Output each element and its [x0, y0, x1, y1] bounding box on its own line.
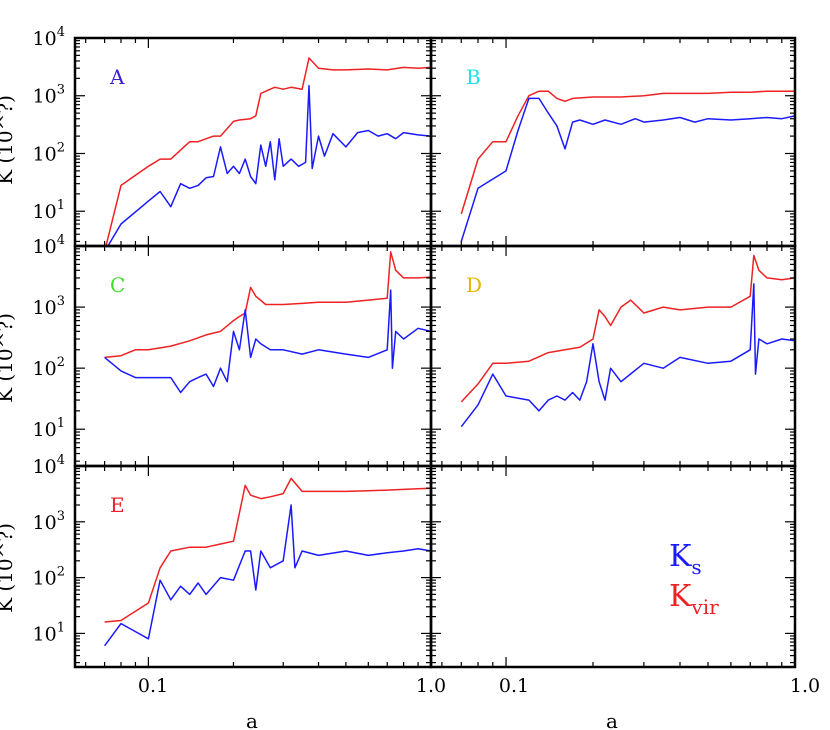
- y-tick-label-exp: 2: [57, 140, 65, 155]
- y-tick-label-exp: 3: [57, 509, 65, 524]
- y-tick-label-exp: 2: [57, 565, 65, 580]
- series-line-e-kvir: [104, 477, 431, 623]
- y-tick-label-a-1e4: 104: [33, 25, 65, 50]
- y-tick-label-e-1e1: 101: [33, 620, 65, 645]
- x-tick-label-left-1.0: 1.0: [416, 675, 446, 697]
- y-tick-label-exp: 1: [57, 416, 65, 431]
- y-tick-label-c-1e3: 103: [33, 294, 65, 319]
- series-line-d-kvir: [460, 254, 795, 403]
- panel-d: D: [429, 244, 797, 468]
- series-line-b-kvir: [460, 90, 795, 215]
- y-tick-label-base: 10: [33, 201, 57, 223]
- y-axis-title-row-0: K (10^?): [0, 95, 17, 185]
- x-axis-title-right: a: [606, 709, 618, 730]
- x-tick-label-left-0.1: 0.1: [138, 675, 168, 697]
- y-tick-label-exp: 2: [57, 355, 65, 370]
- y-tick-label-base: 10: [33, 419, 57, 441]
- x-axis-labels: 0.1 1.0 0.1 1.0 a a: [138, 675, 820, 730]
- y-tick-label-exp: 1: [57, 620, 65, 635]
- y-tick-label-base: 10: [33, 358, 57, 380]
- panel-b: B: [429, 36, 797, 248]
- y-tick-label-e-1e2: 102: [33, 565, 65, 590]
- y-tick-label-exp: 4: [57, 233, 65, 248]
- panel-empty: [429, 464, 797, 669]
- panel-frame-c: [73, 244, 433, 468]
- panel-label-a: A: [109, 65, 125, 89]
- legend-kvir-sub: vir: [690, 595, 719, 619]
- y-tick-label-base: 10: [33, 236, 57, 258]
- y-axis-title-row-1: K (10^?): [0, 313, 17, 403]
- y-tick-label-base: 10: [33, 143, 57, 165]
- panel-label-d: D: [466, 273, 482, 297]
- y-tick-label-base: 10: [33, 456, 57, 478]
- panel-frame-empty: [429, 464, 797, 669]
- y-tick-label-exp: 1: [57, 198, 65, 213]
- y-tick-label-c-1e2: 102: [33, 355, 65, 380]
- legend-kvir-base: K: [669, 579, 692, 614]
- y-tick-label-base: 10: [33, 623, 57, 645]
- x-tick-label-right-0.1: 0.1: [499, 675, 529, 697]
- y-tick-label-exp: 4: [57, 25, 65, 40]
- y-tick-label-c-1e1: 101: [33, 416, 65, 441]
- x-axis-title-left: a: [246, 709, 258, 730]
- y-tick-label-base: 10: [33, 568, 57, 590]
- panel-label-b: B: [466, 65, 481, 89]
- legend-ks-base: K: [669, 539, 692, 574]
- x-tick-label-right-1.0: 1.0: [790, 675, 820, 697]
- series-line-a-kvir: [105, 57, 431, 246]
- y-tick-label-exp: 3: [57, 83, 65, 98]
- y-tick-label-e-1e4: 104: [33, 453, 65, 478]
- series-line-d-ks: [460, 283, 795, 428]
- y-axis-titles: K (10^?) K (10^?) K (10^?): [0, 95, 17, 613]
- y-tick-label-exp: 4: [57, 453, 65, 468]
- panels-group: A101102103104BC101102103104DE10110210310…: [33, 25, 797, 669]
- legend-ks-sub: s: [691, 555, 701, 579]
- legend-entry-ks: Ks: [669, 539, 702, 579]
- y-tick-label-e-1e3: 103: [33, 509, 65, 534]
- legend-entry-kvir: Kvir: [669, 579, 719, 619]
- series-line-a-ks: [107, 84, 431, 246]
- legend: Ks Kvir: [669, 539, 719, 619]
- series-line-c-ks: [104, 289, 431, 394]
- y-tick-label-base: 10: [33, 86, 57, 108]
- y-tick-label-c-1e4: 104: [33, 233, 65, 258]
- panel-label-c: C: [110, 273, 125, 297]
- y-tick-label-a-1e2: 102: [33, 140, 65, 165]
- y-tick-label-base: 10: [33, 28, 57, 50]
- y-tick-label-base: 10: [33, 512, 57, 534]
- series-line-e-ks: [103, 504, 431, 647]
- y-tick-label-a-1e3: 103: [33, 83, 65, 108]
- series-line-b-ks: [460, 97, 795, 242]
- panel-label-e: E: [110, 493, 125, 517]
- y-tick-label-base: 10: [33, 297, 57, 319]
- panel-frame-b: [429, 36, 797, 248]
- y-tick-label-exp: 3: [57, 294, 65, 309]
- y-axis-title-row-2: K (10^?): [0, 523, 17, 613]
- y-tick-label-a-1e1: 101: [33, 198, 65, 223]
- series-line-c-kvir: [104, 251, 431, 359]
